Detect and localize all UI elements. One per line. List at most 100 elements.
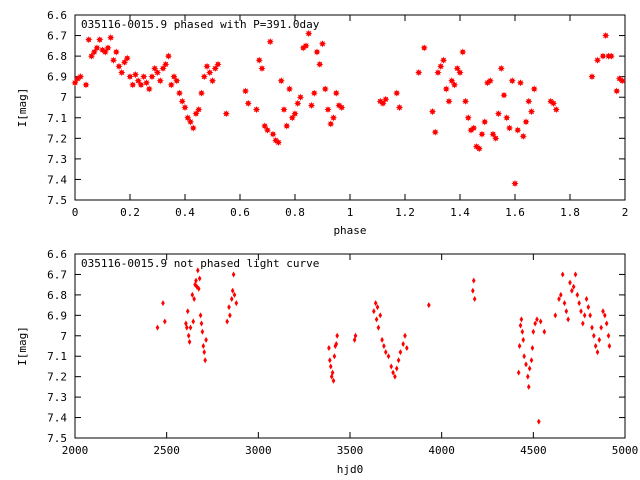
data-point [584,295,589,302]
data-point [405,345,409,352]
data-point [222,110,230,118]
data-point [579,308,583,315]
data-point [203,62,211,70]
data-point [389,363,394,370]
y-tick-label: 7 [60,91,67,104]
data-point [201,343,206,349]
y-tick-label: 6.9 [47,71,67,84]
data-point [232,291,237,298]
x-tick-label: 1.6 [505,206,525,219]
data-point [203,357,207,364]
y-tick-label: 6.8 [47,50,67,63]
data-point [475,145,483,153]
data-point [599,52,607,60]
data-point [456,68,464,77]
data-point [327,345,331,352]
data-point [332,89,340,97]
data-point [266,38,274,46]
data-point [401,340,405,347]
data-point [353,332,358,339]
data-point [310,89,318,97]
data-point [606,332,611,339]
data-point [472,295,477,302]
data-point [204,336,208,343]
data-point [190,291,195,298]
data-point [145,85,153,93]
data-point [516,79,525,87]
data-point [76,73,85,81]
data-point [123,54,131,62]
data-point [229,295,234,302]
data-point [562,300,567,307]
x-tick-label: 3500 [337,444,364,457]
data-point [296,93,305,101]
data-point [376,324,381,331]
data-point [415,68,423,77]
data-point [590,324,594,331]
data-point [564,308,569,315]
data-point [194,277,198,284]
data-point [448,77,456,85]
data-point [380,336,384,343]
data-point [508,77,516,85]
data-point [200,328,205,335]
data-point [375,304,380,311]
y-axis-label: I[mag] [16,326,29,366]
data-point [431,128,439,136]
y-tick-label: 7.3 [47,391,67,404]
data-point [115,62,123,70]
data-point [537,418,541,425]
data-point [593,56,602,64]
data-point [186,118,195,126]
data-point [291,110,299,118]
data-point [403,332,407,339]
data-point [568,279,572,286]
data-point [571,283,576,290]
data-point [549,99,558,107]
data-point [391,369,395,376]
y-tick-label: 7.4 [47,412,67,425]
data-points [71,29,626,188]
data-point [280,105,288,114]
data-point [142,79,151,87]
x-tick-label: 4500 [520,444,547,457]
data-point [93,44,101,52]
data-point [316,60,324,68]
y-tick-label: 7.5 [47,432,67,445]
data-point [492,134,500,142]
data-point [373,300,378,307]
data-point [283,122,291,130]
data-point [531,328,536,335]
x-axis-label: phase [333,224,366,237]
data-point [586,304,591,311]
data-point [331,377,336,384]
data-point [382,343,386,349]
data-point [607,343,612,349]
data-point [613,87,621,95]
x-tick-label: 2 [622,206,629,219]
data-point [263,126,272,134]
y-tick-label: 7.4 [47,173,67,186]
data-point [148,73,156,81]
data-point [560,271,565,278]
data-point [104,44,112,52]
data-point [514,126,522,134]
data-point [335,332,339,339]
data-point [258,64,266,73]
data-point [573,271,578,278]
data-point [231,271,236,278]
data-point [175,89,184,97]
data-point [71,79,79,87]
data-point [191,318,196,325]
data-point [500,91,508,99]
data-point [471,287,475,294]
data-point [503,114,511,122]
data-point [372,308,376,315]
data-point [601,308,605,315]
data-point [519,132,527,140]
y-tick-label: 6.7 [47,268,67,281]
data-point [330,369,335,376]
data-point [193,281,197,288]
data-point [261,122,269,130]
